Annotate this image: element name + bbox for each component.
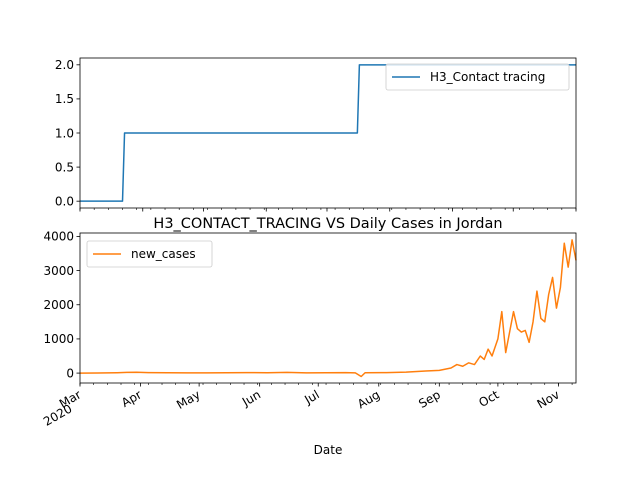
top-x-axis [79, 208, 577, 212]
top-legend-label: H3_Contact tracing [430, 70, 545, 84]
x-tick-label: Jul [301, 387, 321, 407]
y-tick-label: 0 [66, 366, 74, 380]
y-tick-label: 0.0 [55, 194, 74, 208]
top-legend-box [385, 63, 570, 91]
y-tick-label: 1000 [43, 332, 74, 346]
y-tick-label: 0.5 [55, 160, 74, 174]
y-tick-label: 3000 [43, 264, 74, 278]
x-axis-title: Date [314, 443, 343, 457]
bottom-plot-lines [79, 239, 577, 378]
series-line-new-cases [79, 239, 577, 378]
top-legend: H3_Contact tracing [385, 63, 570, 91]
y-tick-label: 4000 [43, 230, 74, 244]
chart-title: H3_CONTACT_TRACING VS Daily Cases in Jor… [153, 216, 502, 232]
bottom-plot-frame [79, 232, 577, 384]
top-subplot: 0.0 0.5 1.0 1.5 2.0 H3_Contact tracing [55, 57, 577, 212]
y-tick-label: 2.0 [55, 58, 74, 72]
bottom-legend: new_cases [86, 240, 213, 268]
bottom-legend-label: new_cases [131, 247, 196, 261]
bottom-legend-box [86, 240, 213, 268]
bottom-y-axis: 0 1000 2000 3000 4000 [43, 230, 80, 380]
top-y-axis: 0.0 0.5 1.0 1.5 2.0 [55, 58, 80, 208]
y-tick-label: 1.0 [55, 126, 74, 140]
y-tick-label: 1.5 [55, 92, 74, 106]
y-tick-label: 2000 [43, 298, 74, 312]
